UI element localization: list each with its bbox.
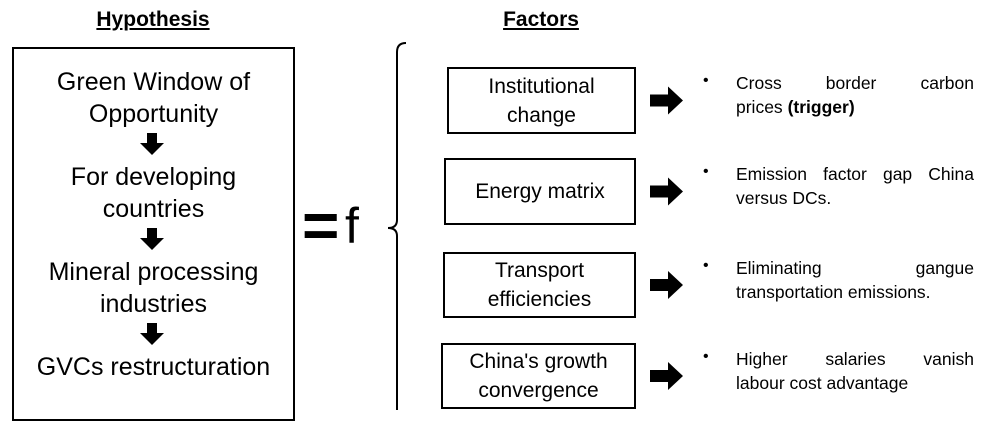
factor-description: Higher salaries vanish labour cost advant… [736,347,974,395]
hypothesis-text: Green Window of [56,68,251,96]
hypothesis-text: Opportunity [88,100,219,128]
right-arrow [650,177,683,206]
hypothesis-text: For developing [70,163,237,191]
factor-box: Energy matrix [444,158,636,225]
factor-label: China's growth [469,350,608,373]
factor-label: convergence [478,379,599,402]
factor-description: Emission factor gap China versus DCs. [736,162,974,210]
right-arrow [650,86,683,115]
factor-label: Transport [494,259,585,282]
description-text: prices [736,97,783,117]
bullet: • [703,348,709,365]
down-arrow [140,228,164,250]
hypothesis-text: industries [100,290,207,318]
bullet: • [703,257,709,274]
equals-sign: = [302,189,340,261]
description-line: versus DCs. [736,186,974,210]
description-text: transportation emissions. [736,282,931,302]
description-text: Eliminating gangue [736,258,974,278]
down-arrow [140,323,164,345]
description-text: Higher salaries vanish [736,349,974,369]
bullet: • [703,163,709,180]
right-arrow [650,362,683,390]
brace [387,42,407,410]
factor-label: Energy matrix [475,180,605,203]
hypothesis-text: GVCs restructuration [36,353,271,381]
description-line: Emission factor gap China [736,162,974,186]
factor-box: Institutional change [447,67,636,134]
factor-description: Eliminating gangue transportation emissio… [736,256,974,304]
factor-label: change [507,103,576,127]
description-line: Cross border carbon [736,71,974,95]
page: Hypothesis Factors Green Window of Opport… [12,8,974,421]
bullet: • [703,72,709,89]
hypothesis-box: Green Window of Opportunity For developing… [12,47,295,421]
function-symbol: f [345,198,359,254]
down-arrow [140,133,164,155]
description-line: labour cost advantage [736,371,974,395]
hypothesis-title: Hypothesis [96,8,210,31]
factors-title: Factors [503,8,579,31]
description-line: Eliminating gangue [736,256,974,280]
connectors [140,42,683,410]
description-text: Emission factor gap China [736,164,974,184]
right-arrow [650,271,683,299]
description-line: Higher salaries vanish [736,347,974,371]
factor-box: China's growth convergence [441,343,636,409]
factor-description: Cross border carbon prices (trigger) [736,71,974,119]
factor-label: Institutional [488,74,595,98]
description-text: labour cost advantage [736,373,909,393]
factor-box: Transport efficiencies [443,252,636,318]
description-text: Cross border carbon [736,73,974,93]
description-emphasis: (trigger) [787,97,855,117]
description-text: versus DCs. [736,188,832,208]
hypothesis-text: Mineral processing [48,258,259,286]
description-line: transportation emissions. [736,280,974,304]
hypothesis-text: countries [102,195,205,223]
factor-label: efficiencies [487,288,592,311]
description-line: prices (trigger) [736,95,974,119]
